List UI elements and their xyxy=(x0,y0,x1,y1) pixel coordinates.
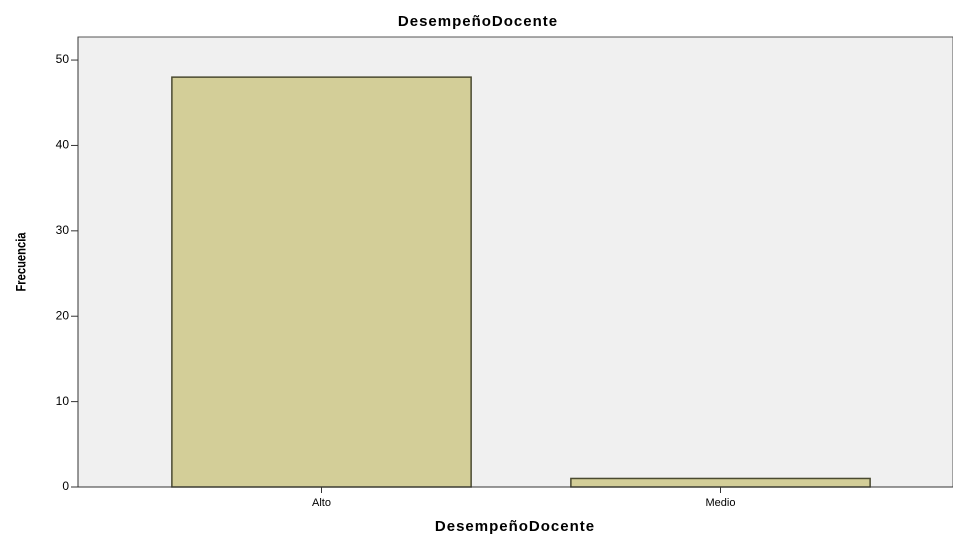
bar xyxy=(570,477,871,488)
y-tick-label: 50 xyxy=(56,52,70,66)
y-tick-label: 10 xyxy=(56,394,70,408)
x-tick-label: Medio xyxy=(706,497,736,509)
y-tick-label: 0 xyxy=(62,479,69,493)
y-axis-label: Frecuencia xyxy=(14,232,29,292)
y-tick-label: 20 xyxy=(56,308,70,322)
y-tick-label: 30 xyxy=(56,223,70,237)
x-tick-label: Alto xyxy=(312,497,331,509)
x-axis-label: DesempeñoDocente xyxy=(435,518,595,535)
y-tick-label: 40 xyxy=(56,138,70,152)
chart-title: DesempeñoDocente xyxy=(398,13,558,30)
bar xyxy=(171,76,472,488)
